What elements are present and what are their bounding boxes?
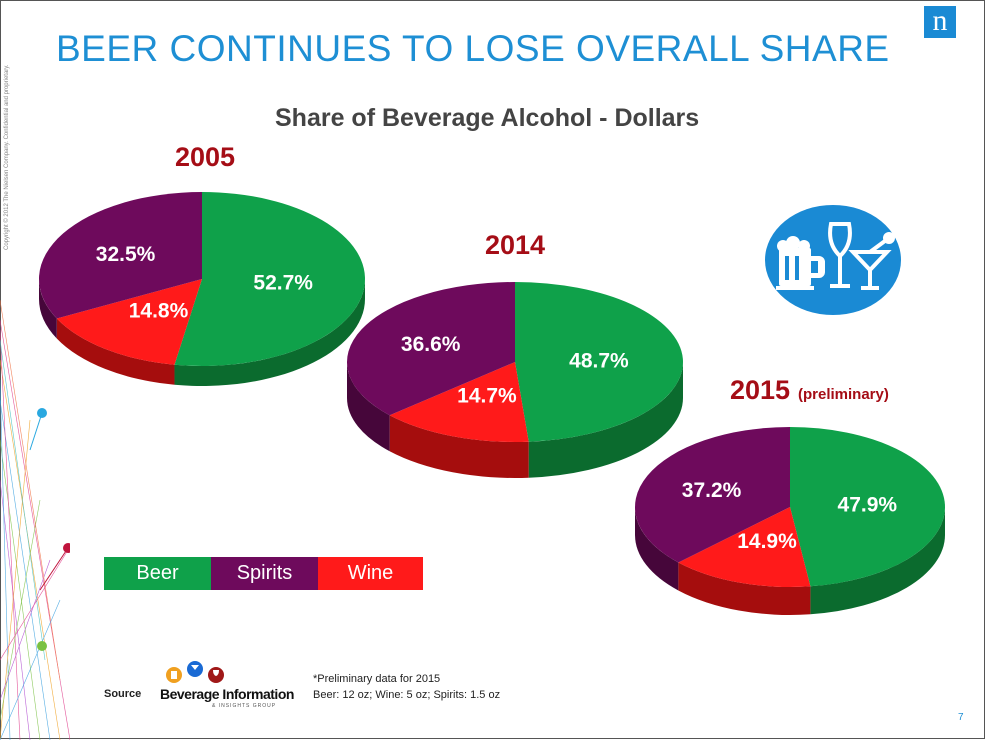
pie-slice-spirits <box>347 282 515 416</box>
decorative-network-graphic <box>0 300 70 740</box>
data-label-spirits: 37.2% <box>682 479 742 502</box>
pie-side-beer <box>174 279 365 386</box>
page-number: 7 <box>958 712 964 723</box>
beverage-information-logo-subtext: & INSIGHTS GROUP <box>212 703 277 709</box>
pie-chart-2005: 52.7% 14.8% 32.5% 2005 <box>39 142 365 386</box>
pie-side-beer <box>528 362 683 478</box>
data-label-spirits: 36.6% <box>401 333 461 356</box>
pie-slice-spirits <box>39 192 203 319</box>
pie-side-wine <box>678 562 811 615</box>
pie-slice-wine <box>389 362 529 442</box>
pie-slice-wine <box>678 507 811 587</box>
data-label-wine: 14.8% <box>129 300 189 323</box>
data-label-beer: 47.9% <box>838 493 898 516</box>
beverage-information-logo-icons <box>166 661 224 683</box>
data-label-wine: 14.9% <box>737 530 797 553</box>
year-label-2014: 2014 <box>485 230 545 260</box>
data-label-beer: 48.7% <box>569 349 629 372</box>
serving-size-note: Beer: 12 oz; Wine: 5 oz; Spirits: 1.5 oz <box>313 689 501 701</box>
nielsen-logo: n <box>924 6 956 38</box>
year-label-2005: 2005 <box>175 142 235 172</box>
data-label-spirits: 32.5% <box>96 243 156 266</box>
source-label: Source <box>104 688 142 700</box>
pie-slice-beer <box>515 282 684 442</box>
chart-title: Share of Beverage Alcohol - Dollars <box>275 104 700 132</box>
preliminary-note: *Preliminary data for 2015 <box>313 673 441 685</box>
blue-dot-icon <box>37 408 47 418</box>
wine-glass-icon <box>828 222 852 288</box>
pie-side-beer <box>810 507 945 615</box>
year-label-2015: 2015 <box>730 375 790 405</box>
pie-slice-wine <box>56 279 203 365</box>
green-dot-icon <box>37 641 47 651</box>
pie-side-wine <box>56 318 175 385</box>
pie-side-spirits <box>635 507 679 591</box>
legend-item-beer: Beer <box>104 557 211 590</box>
beverage-icons <box>765 205 901 315</box>
red-dot-icon <box>63 543 70 553</box>
pie-side-wine <box>389 415 529 478</box>
slide-title: BEER CONTINUES TO LOSE OVERALL SHARE <box>56 28 890 69</box>
data-label-wine: 14.7% <box>457 384 517 407</box>
pie-side-spirits <box>347 362 390 452</box>
pie-slice-spirits <box>635 427 790 563</box>
pie-chart-2015: 47.9% 14.9% 37.2% 2015 (preliminary) <box>635 375 946 615</box>
pie-side-spirits <box>39 279 57 339</box>
beverage-information-logo-text: Beverage Information <box>160 686 294 702</box>
pie-chart-2014: 48.7% 14.7% 36.6% 2014 <box>347 230 684 478</box>
beer-mug-icon <box>776 236 825 290</box>
data-label-beer: 52.7% <box>253 272 313 295</box>
martini-glass-icon <box>848 232 895 290</box>
pie-slice-beer <box>174 192 365 366</box>
legend-item-wine: Wine <box>318 557 423 590</box>
legend-item-spirits: Spirits <box>211 557 318 590</box>
chart-legend: Beer Spirits Wine <box>104 557 423 590</box>
year-sublabel-2015: (preliminary) <box>798 386 889 403</box>
pie-slice-beer <box>790 427 946 587</box>
